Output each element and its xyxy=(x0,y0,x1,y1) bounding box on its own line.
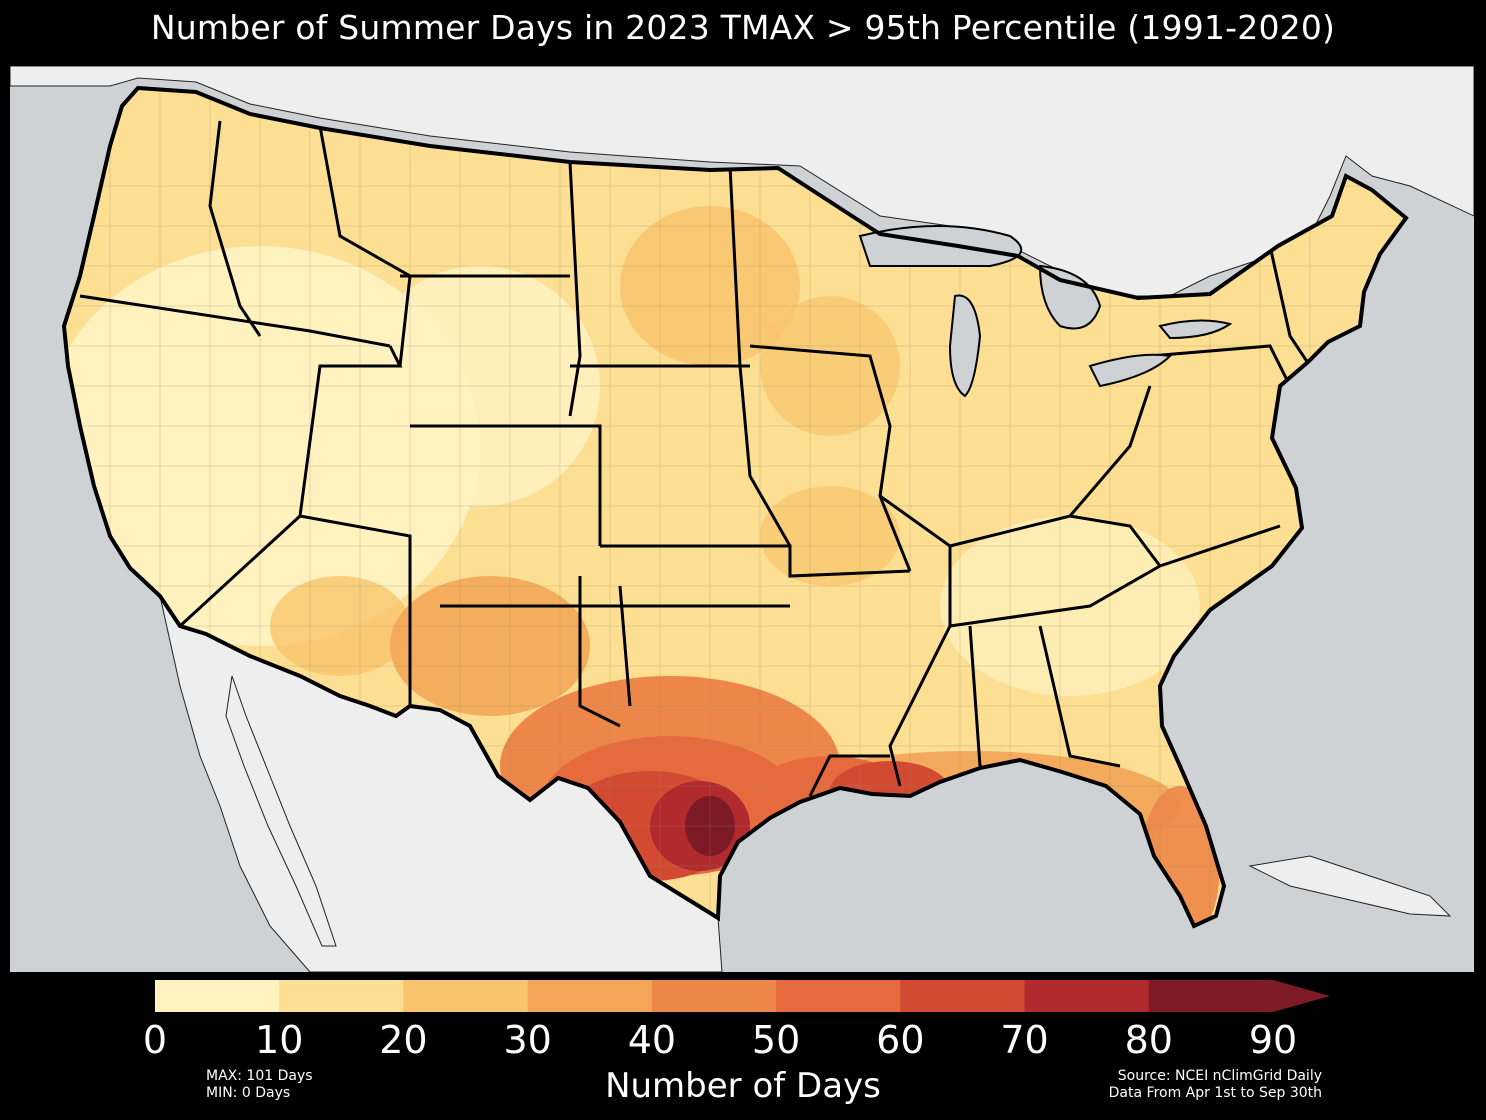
colorbar-bin-30-40 xyxy=(527,980,653,1012)
colorbar-tick-30: 30 xyxy=(503,1018,552,1062)
colorbar-tick-20: 20 xyxy=(379,1018,428,1062)
colorbar-bin-60-70 xyxy=(900,980,1026,1012)
colorbar-bin-20-30 xyxy=(403,980,529,1012)
lake-superior xyxy=(858,225,1023,267)
conus-map xyxy=(10,66,1474,972)
source-line: Source: NCEI nClimGrid Daily xyxy=(1117,1068,1322,1084)
colorbar-bin-70-80 xyxy=(1024,980,1150,1012)
lake-michigan xyxy=(948,294,982,398)
colorbar-tick-90: 90 xyxy=(1248,1018,1298,1062)
lake-ontario xyxy=(1158,319,1233,340)
stat-max: MAX: 101 Days xyxy=(206,1068,313,1084)
colorbar-bin-80-90 xyxy=(1148,980,1274,1012)
colorbar-bin-10-20 xyxy=(279,980,404,1012)
colorbar xyxy=(155,980,1330,1012)
lake-erie xyxy=(1088,353,1173,388)
stat-min: MIN: 0 Days xyxy=(206,1085,291,1101)
colorbar-tick-40: 40 xyxy=(627,1018,677,1062)
colorbar-tick-0: 0 xyxy=(142,1018,168,1062)
state-borders xyxy=(79,120,1312,797)
stats-box: MAX: 101 Days MIN: 0 Days xyxy=(206,1068,313,1102)
colorbar-tick-50: 50 xyxy=(751,1018,801,1062)
colorbar-bin-0-10 xyxy=(155,980,280,1012)
lake-huron xyxy=(1038,264,1102,330)
colorbar-tick-70: 70 xyxy=(1000,1018,1049,1062)
source-note: Source: NCEI nClimGrid Daily Data From A… xyxy=(1109,1068,1322,1102)
colorbar-tick-60: 60 xyxy=(876,1018,925,1062)
colorbar-tick-80: 80 xyxy=(1124,1018,1173,1062)
colorbar-bin-40-50 xyxy=(651,980,777,1012)
colorbar-tick-10: 10 xyxy=(255,1018,304,1062)
colorbar-bin-50-60 xyxy=(776,980,901,1012)
map-panel xyxy=(10,66,1474,972)
colorbar-label: Number of Days xyxy=(605,1066,881,1106)
caribbean-islands xyxy=(1248,855,1452,917)
colorbar-extend-arrow xyxy=(1273,980,1330,1012)
data-range-line: Data From Apr 1st to Sep 30th xyxy=(1108,1085,1322,1101)
map-title: Number of Summer Days in 2023 TMAX > 95t… xyxy=(150,8,1336,47)
baja-peninsula xyxy=(225,675,337,947)
